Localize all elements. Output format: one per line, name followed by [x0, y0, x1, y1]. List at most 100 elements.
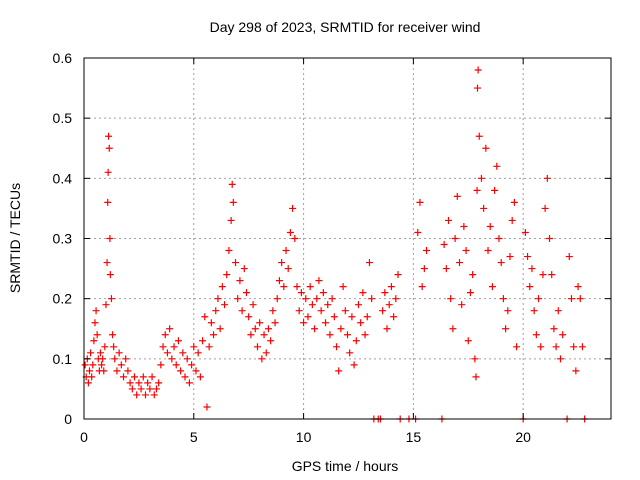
data-point [105, 132, 113, 140]
data-point [297, 289, 305, 297]
data-point [179, 349, 187, 357]
data-point [304, 313, 312, 321]
data-point [218, 283, 226, 291]
x-tick-label: 0 [80, 429, 88, 445]
data-point [480, 204, 488, 212]
data-point [90, 337, 98, 345]
data-point [473, 84, 481, 92]
data-point [385, 301, 393, 309]
data-point [504, 307, 512, 315]
data-point [188, 361, 196, 369]
data-point [486, 222, 494, 230]
data-point [152, 385, 160, 393]
data-point [526, 283, 534, 291]
data-point [282, 247, 290, 255]
data-point [103, 259, 111, 267]
data-point [330, 313, 338, 321]
data-point [214, 295, 222, 303]
data-point [236, 277, 244, 285]
data-point [210, 331, 218, 339]
x-tick-label: 20 [515, 429, 531, 445]
data-point [474, 66, 482, 74]
data-point [172, 361, 180, 369]
data-point [133, 391, 141, 399]
data-point [106, 235, 114, 242]
data-point [471, 355, 479, 363]
data-point [565, 253, 573, 261]
data-point [324, 301, 332, 309]
data-point [161, 331, 169, 339]
data-point [464, 337, 472, 345]
data-point [473, 186, 481, 194]
data-point [530, 307, 538, 315]
data-point [131, 373, 139, 381]
data-point [124, 367, 132, 375]
x-tick-label: 10 [296, 429, 312, 445]
data-point [348, 313, 356, 321]
data-point [196, 373, 204, 381]
data-point [354, 301, 362, 309]
data-point [306, 283, 314, 291]
data-point [521, 228, 529, 236]
data-point [495, 235, 503, 242]
data-point [102, 301, 110, 309]
data-point [548, 271, 556, 279]
data-point [308, 301, 316, 309]
data-point [455, 259, 463, 267]
data-point [212, 307, 220, 315]
data-point [361, 331, 369, 339]
y-tick-label: 0.4 [53, 170, 73, 186]
data-point [96, 349, 104, 357]
data-point [150, 391, 158, 399]
data-point [414, 228, 422, 236]
data-point [453, 192, 461, 200]
data-point [554, 307, 562, 315]
data-point [539, 271, 547, 279]
data-point [570, 343, 578, 351]
data-point [258, 355, 266, 363]
data-point [493, 162, 501, 170]
y-tick-label: 0.6 [53, 50, 73, 66]
x-tick-label: 5 [190, 429, 198, 445]
data-point [166, 325, 174, 333]
data-point [326, 331, 334, 339]
data-point [159, 343, 167, 351]
data-point [238, 307, 246, 315]
data-point [508, 216, 516, 224]
data-point [228, 180, 236, 188]
data-point [513, 343, 521, 351]
data-point [559, 331, 567, 339]
data-point [363, 313, 371, 321]
data-point [146, 385, 154, 393]
data-point [440, 241, 448, 249]
data-point [445, 216, 453, 224]
data-point [295, 307, 303, 315]
data-point [201, 313, 209, 321]
data-point [85, 367, 93, 375]
data-point [98, 361, 106, 369]
data-point [506, 253, 514, 261]
data-point [475, 132, 483, 140]
data-point [418, 283, 426, 291]
data-point [128, 385, 136, 393]
data-point [293, 283, 301, 291]
data-point [91, 319, 99, 327]
data-point [357, 319, 365, 327]
data-point [484, 247, 492, 255]
data-point [253, 343, 261, 351]
data-point [346, 349, 354, 357]
data-point [537, 343, 545, 351]
data-point [289, 204, 297, 212]
data-point [92, 307, 100, 315]
data-point [260, 331, 268, 339]
data-point [341, 307, 349, 315]
data-point [221, 301, 229, 309]
data-point [105, 144, 113, 152]
data-point [574, 283, 582, 291]
data-point [275, 277, 283, 285]
data-point [502, 325, 510, 333]
data-point [315, 277, 323, 285]
data-point [88, 373, 96, 381]
data-point [460, 222, 468, 230]
